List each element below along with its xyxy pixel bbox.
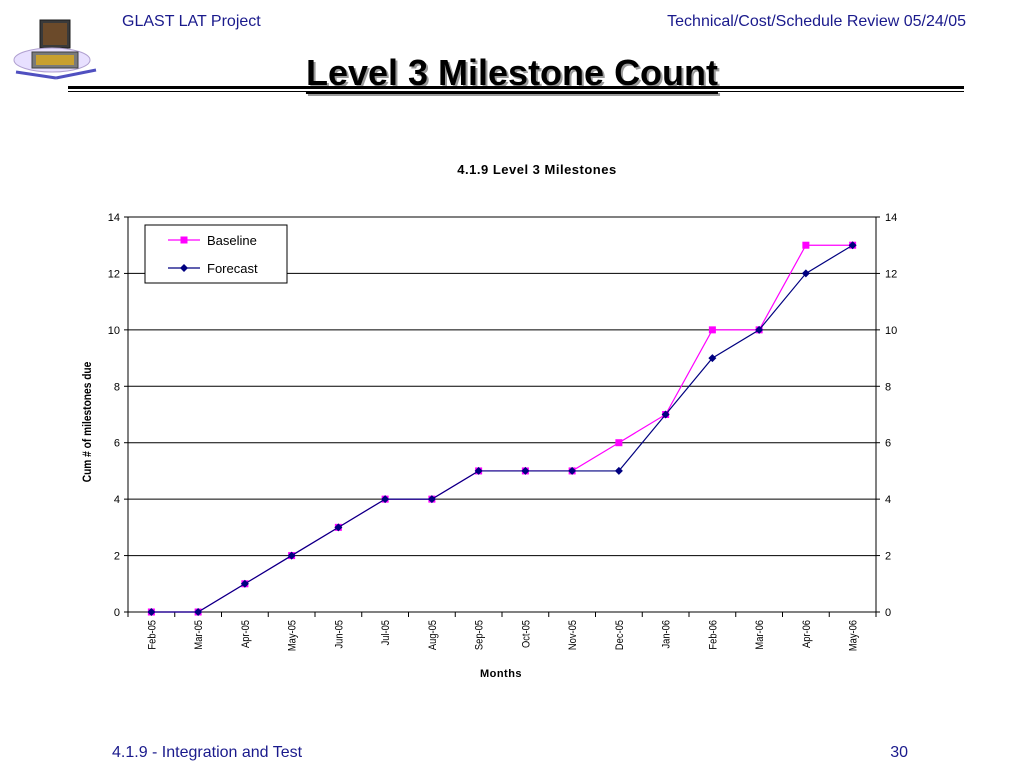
y-tick-label-right: 10 xyxy=(885,325,897,337)
y-tick-label-right: 2 xyxy=(885,551,891,563)
y-tick-label: 6 xyxy=(114,438,120,450)
y-tick-label: 8 xyxy=(114,381,120,393)
forecast-point xyxy=(614,466,623,475)
forecast-point xyxy=(287,551,296,560)
y-tick-label: 12 xyxy=(108,268,120,280)
forecast-point xyxy=(240,579,249,588)
x-tick-label: Jul-05 xyxy=(381,620,393,646)
legend-baseline-label: Baseline xyxy=(207,233,257,248)
x-tick-label: Sep-05 xyxy=(474,620,486,650)
x-tick-label: Jan-06 xyxy=(661,620,673,649)
glast-logo-icon xyxy=(13,19,97,80)
x-tick-label: Dec-05 xyxy=(614,620,626,650)
legend-forecast-label: Forecast xyxy=(207,261,258,276)
baseline-point xyxy=(708,326,716,334)
y-tick-label-right: 14 xyxy=(885,212,897,224)
forecast-point xyxy=(474,466,483,475)
x-tick-label: Aug-05 xyxy=(427,620,439,650)
y-tick-label-right: 6 xyxy=(885,438,891,450)
y-axis-label: Cum # of milestones due xyxy=(81,362,94,483)
forecast-point xyxy=(381,495,390,504)
forecast-point xyxy=(661,410,670,419)
baseline-point xyxy=(615,439,623,447)
forecast-point xyxy=(801,269,810,278)
x-tick-label: Jun-05 xyxy=(334,620,346,649)
x-tick-label: Apr-05 xyxy=(240,620,252,648)
y-tick-label-right: 0 xyxy=(885,607,891,619)
y-tick-label-right: 4 xyxy=(885,494,891,506)
y-tick-label: 0 xyxy=(114,607,120,619)
forecast-point xyxy=(521,466,530,475)
y-tick-label: 2 xyxy=(114,551,120,563)
x-tick-label: Oct-05 xyxy=(521,620,533,648)
forecast-point xyxy=(147,608,156,616)
page-number: 30 xyxy=(890,744,908,761)
header-review: Technical/Cost/Schedule Review 05/24/05 xyxy=(667,13,966,30)
forecast-series-line xyxy=(151,244,853,613)
baseline-point xyxy=(802,241,810,249)
forecast-point xyxy=(568,466,577,475)
forecast-point xyxy=(848,241,857,250)
forecast-point xyxy=(755,325,764,334)
legend-forecast-marker xyxy=(180,264,188,272)
title-rule-thick xyxy=(68,86,964,89)
forecast-point xyxy=(708,354,717,363)
x-tick-label: Feb-05 xyxy=(147,620,159,650)
forecast-point xyxy=(334,523,343,532)
x-tick-label: Mar-05 xyxy=(194,620,206,650)
x-tick-label: May-05 xyxy=(287,620,299,651)
x-tick-label: Mar-06 xyxy=(755,620,767,650)
footer-section: 4.1.9 - Integration and Test xyxy=(112,744,303,761)
baseline-series-line xyxy=(151,244,853,613)
title-rule-thin xyxy=(68,91,964,92)
y-tick-label: 4 xyxy=(114,494,120,506)
forecast-point xyxy=(194,608,203,616)
x-tick-label: Nov-05 xyxy=(568,620,580,650)
y-tick-label: 10 xyxy=(108,325,120,337)
header-project: GLAST LAT Project xyxy=(122,13,261,30)
chart-title: 4.1.9 Level 3 Milestones xyxy=(457,162,616,177)
y-tick-label-right: 12 xyxy=(885,268,897,280)
legend-baseline-marker xyxy=(180,236,188,244)
forecast-point xyxy=(427,495,436,504)
x-tick-label: Feb-06 xyxy=(708,620,720,650)
legend-box xyxy=(144,224,288,284)
x-tick-label: Apr-06 xyxy=(801,620,813,648)
y-tick-label: 14 xyxy=(108,212,120,224)
x-axis-label: Months xyxy=(480,668,522,680)
x-tick-label: May-06 xyxy=(848,620,860,651)
y-tick-label-right: 8 xyxy=(885,381,891,393)
